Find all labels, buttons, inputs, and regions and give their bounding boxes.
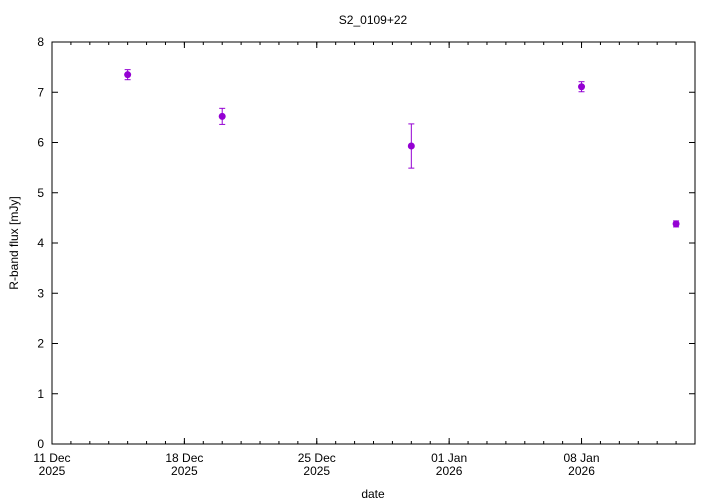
x-tick-label: 08 Jan 2026	[564, 451, 600, 478]
y-tick-label: 3	[37, 286, 44, 300]
x-tick-label: 18 Dec 2025	[165, 451, 203, 478]
y-tick-label: 1	[37, 387, 44, 401]
y-tick-label: 4	[37, 236, 44, 250]
y-tick-label: 6	[37, 136, 44, 150]
y-tick-label: 2	[37, 337, 44, 351]
y-tick-label: 8	[37, 35, 44, 49]
x-axis-label: date	[361, 487, 385, 501]
data-point	[407, 142, 415, 150]
y-tick-label: 7	[37, 85, 44, 99]
data-point	[578, 83, 586, 91]
x-tick-label: 01 Jan 2026	[431, 451, 467, 478]
chart-title: S2_0109+22	[339, 13, 408, 27]
data-point	[672, 220, 680, 228]
y-tick-label: 5	[37, 186, 44, 200]
x-tick-label: 11 Dec 2025	[33, 451, 70, 478]
x-tick-label: 25 Dec 2025	[298, 451, 336, 478]
y-axis-label: R-band flux [mJy]	[7, 196, 21, 289]
y-tick-label: 0	[37, 437, 44, 451]
data-point	[218, 112, 226, 120]
data-point	[124, 71, 132, 79]
